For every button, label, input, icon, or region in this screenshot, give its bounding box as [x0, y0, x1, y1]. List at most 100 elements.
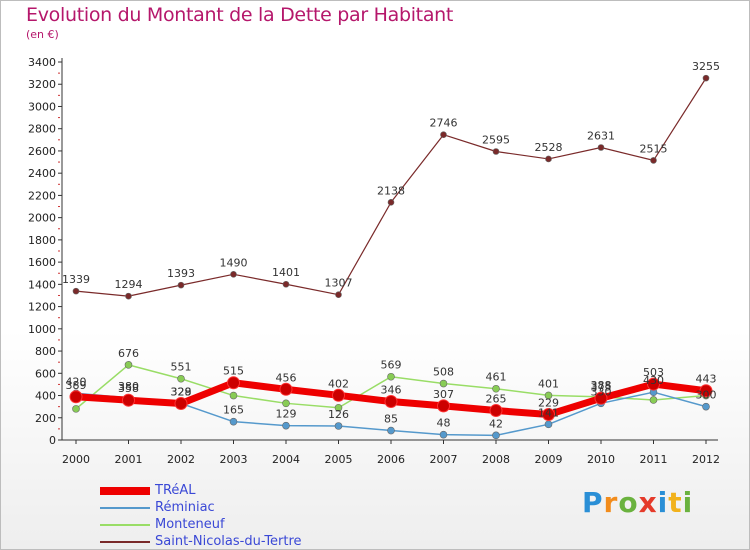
series-point	[332, 388, 345, 402]
series-point	[387, 199, 395, 206]
series-point	[282, 280, 290, 288]
legend-label: Saint-Nicolas-du-Tertre	[155, 534, 302, 549]
y-tick-label: 1600	[28, 256, 56, 269]
series-point	[125, 292, 132, 300]
series-point	[492, 431, 500, 440]
series-point	[282, 421, 290, 430]
series-point	[492, 148, 500, 155]
y-tick-label: 2200	[28, 189, 56, 202]
legend-item: Monteneuf	[100, 516, 302, 533]
data-label: 329	[171, 385, 192, 398]
data-label: 85	[384, 413, 398, 426]
logo-letter: o	[618, 486, 639, 519]
series-point	[177, 281, 185, 289]
data-label: 380	[118, 380, 139, 393]
legend-item: Saint-Nicolas-du-Tertre	[100, 533, 302, 550]
y-tick-label: 3200	[28, 78, 56, 91]
series-point	[489, 404, 503, 418]
y-tick-label: 2400	[28, 167, 56, 180]
data-label: 307	[433, 388, 454, 401]
data-label: 1393	[167, 267, 195, 280]
data-label: 328	[171, 386, 192, 399]
data-label: 1307	[325, 277, 353, 290]
data-label: 430	[643, 374, 664, 387]
series-point	[594, 391, 608, 405]
logo-letter: i	[657, 486, 669, 519]
data-label: 2138	[377, 184, 405, 197]
data-label: 420	[66, 375, 87, 388]
series-point	[72, 287, 80, 295]
x-tick-label: 2004	[272, 453, 300, 466]
data-label: 2746	[430, 117, 458, 130]
legend-swatch	[100, 506, 150, 509]
legend-swatch	[100, 523, 150, 526]
chart-subtitle: (en €)	[26, 28, 59, 41]
series-point	[384, 395, 398, 409]
y-tick-label: 200	[35, 412, 56, 425]
data-label: 330	[591, 385, 612, 398]
logo-letter: i	[682, 486, 694, 519]
series-point	[440, 131, 447, 139]
legend-label: Monteneuf	[155, 517, 225, 532]
data-label: 1294	[115, 278, 143, 291]
data-label: 2528	[535, 141, 563, 154]
data-label: 265	[486, 393, 507, 406]
series-point	[227, 376, 240, 390]
series-point	[69, 390, 83, 404]
data-label: 388	[591, 379, 612, 392]
series-point	[229, 417, 238, 426]
data-label: 126	[328, 408, 349, 421]
data-label: 401	[538, 377, 559, 390]
data-label: 515	[223, 365, 244, 378]
y-tick-label: 2800	[28, 123, 56, 136]
series-point	[387, 426, 395, 435]
series-point	[650, 157, 657, 164]
series-point	[279, 382, 293, 396]
data-label: 1339	[62, 273, 90, 286]
series-point	[122, 393, 135, 407]
series-point	[545, 155, 552, 163]
data-label: 229	[538, 397, 559, 410]
x-tick-label: 2002	[167, 453, 195, 466]
data-label: 443	[696, 373, 717, 386]
y-tick-label: 1200	[28, 301, 56, 314]
series-point	[492, 384, 500, 393]
series-point	[335, 291, 342, 298]
data-label: 141	[538, 406, 559, 419]
data-label: 1401	[272, 266, 300, 279]
series-point	[597, 144, 605, 151]
series-point	[542, 408, 555, 422]
series-point	[72, 405, 80, 413]
series-point	[649, 396, 658, 404]
data-label: 2631	[587, 129, 615, 142]
y-tick-label: 3400	[28, 56, 56, 69]
data-label: 1490	[220, 256, 248, 269]
x-tick-label: 2008	[482, 453, 510, 466]
logo-letter: r	[603, 486, 619, 519]
series-point	[702, 402, 710, 411]
x-tick-label: 2001	[115, 453, 143, 466]
data-label: 389	[66, 379, 87, 392]
data-label: 551	[171, 361, 192, 374]
logo-letter: t	[668, 486, 683, 519]
data-label: 676	[118, 347, 139, 360]
logo-letter: P	[582, 486, 604, 519]
y-tick-label: 2000	[28, 212, 56, 225]
data-label: 129	[276, 408, 297, 421]
x-tick-label: 2006	[377, 453, 405, 466]
chart-legend: TRéAL Réminiac Monteneuf Saint-Nicolas-du-T…	[100, 482, 302, 550]
x-tick-label: 2012	[692, 453, 720, 466]
series-point	[282, 399, 290, 408]
data-label: 2515	[640, 142, 668, 155]
x-tick-label: 2010	[587, 453, 615, 466]
series-point	[439, 379, 448, 388]
y-tick-label: 0	[49, 434, 56, 447]
data-label: 165	[223, 404, 244, 417]
x-tick-label: 2000	[62, 453, 90, 466]
legend-item: Réminiac	[100, 499, 302, 516]
proxiti-logo: Proxiti	[582, 486, 693, 519]
data-label: 456	[276, 371, 297, 384]
x-tick-label: 2011	[640, 453, 668, 466]
series-point	[177, 374, 185, 383]
